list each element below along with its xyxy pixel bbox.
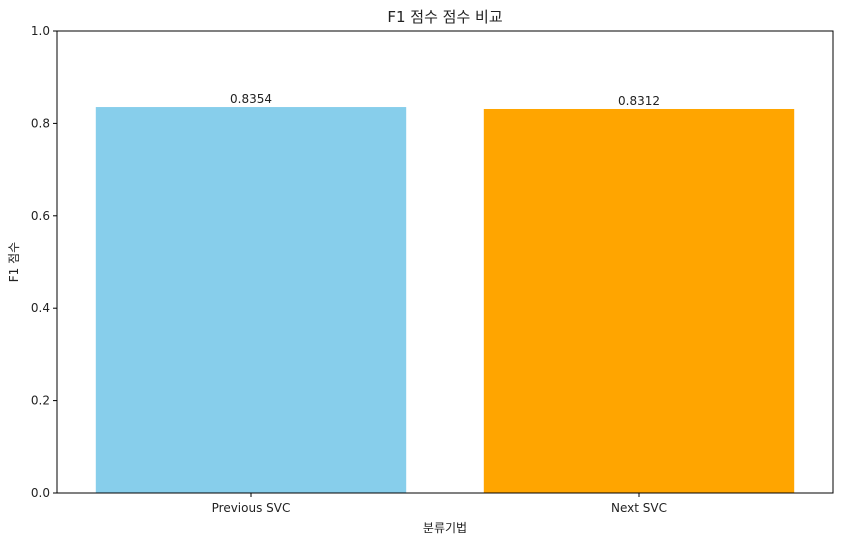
x-tick-label: Previous SVC (212, 501, 291, 515)
chart-title: F1 점수 점수 비교 (387, 8, 502, 26)
bar (483, 108, 795, 494)
y-tick-label: 0.6 (31, 209, 50, 223)
bar-value-label: 0.8312 (618, 94, 660, 108)
y-axis-label: F1 점수 (7, 242, 21, 282)
bar (95, 107, 407, 493)
y-tick-label: 0.8 (31, 116, 50, 130)
plot-area: 0.0 0.2 0.4 0.6 0.8 1.0 0.8354 Previous SVC 0.83… (31, 24, 795, 515)
x-tick-label: Next SVC (611, 501, 667, 515)
plot-frame (56, 30, 834, 494)
x-axis-label: 분류기법 (423, 521, 467, 535)
y-tick-label: 0.0 (31, 486, 50, 500)
bar-value-label: 0.8354 (230, 92, 272, 106)
y-tick-label: 0.4 (31, 301, 50, 315)
y-tick-label: 1.0 (31, 24, 50, 38)
y-tick-label: 0.2 (31, 394, 50, 408)
